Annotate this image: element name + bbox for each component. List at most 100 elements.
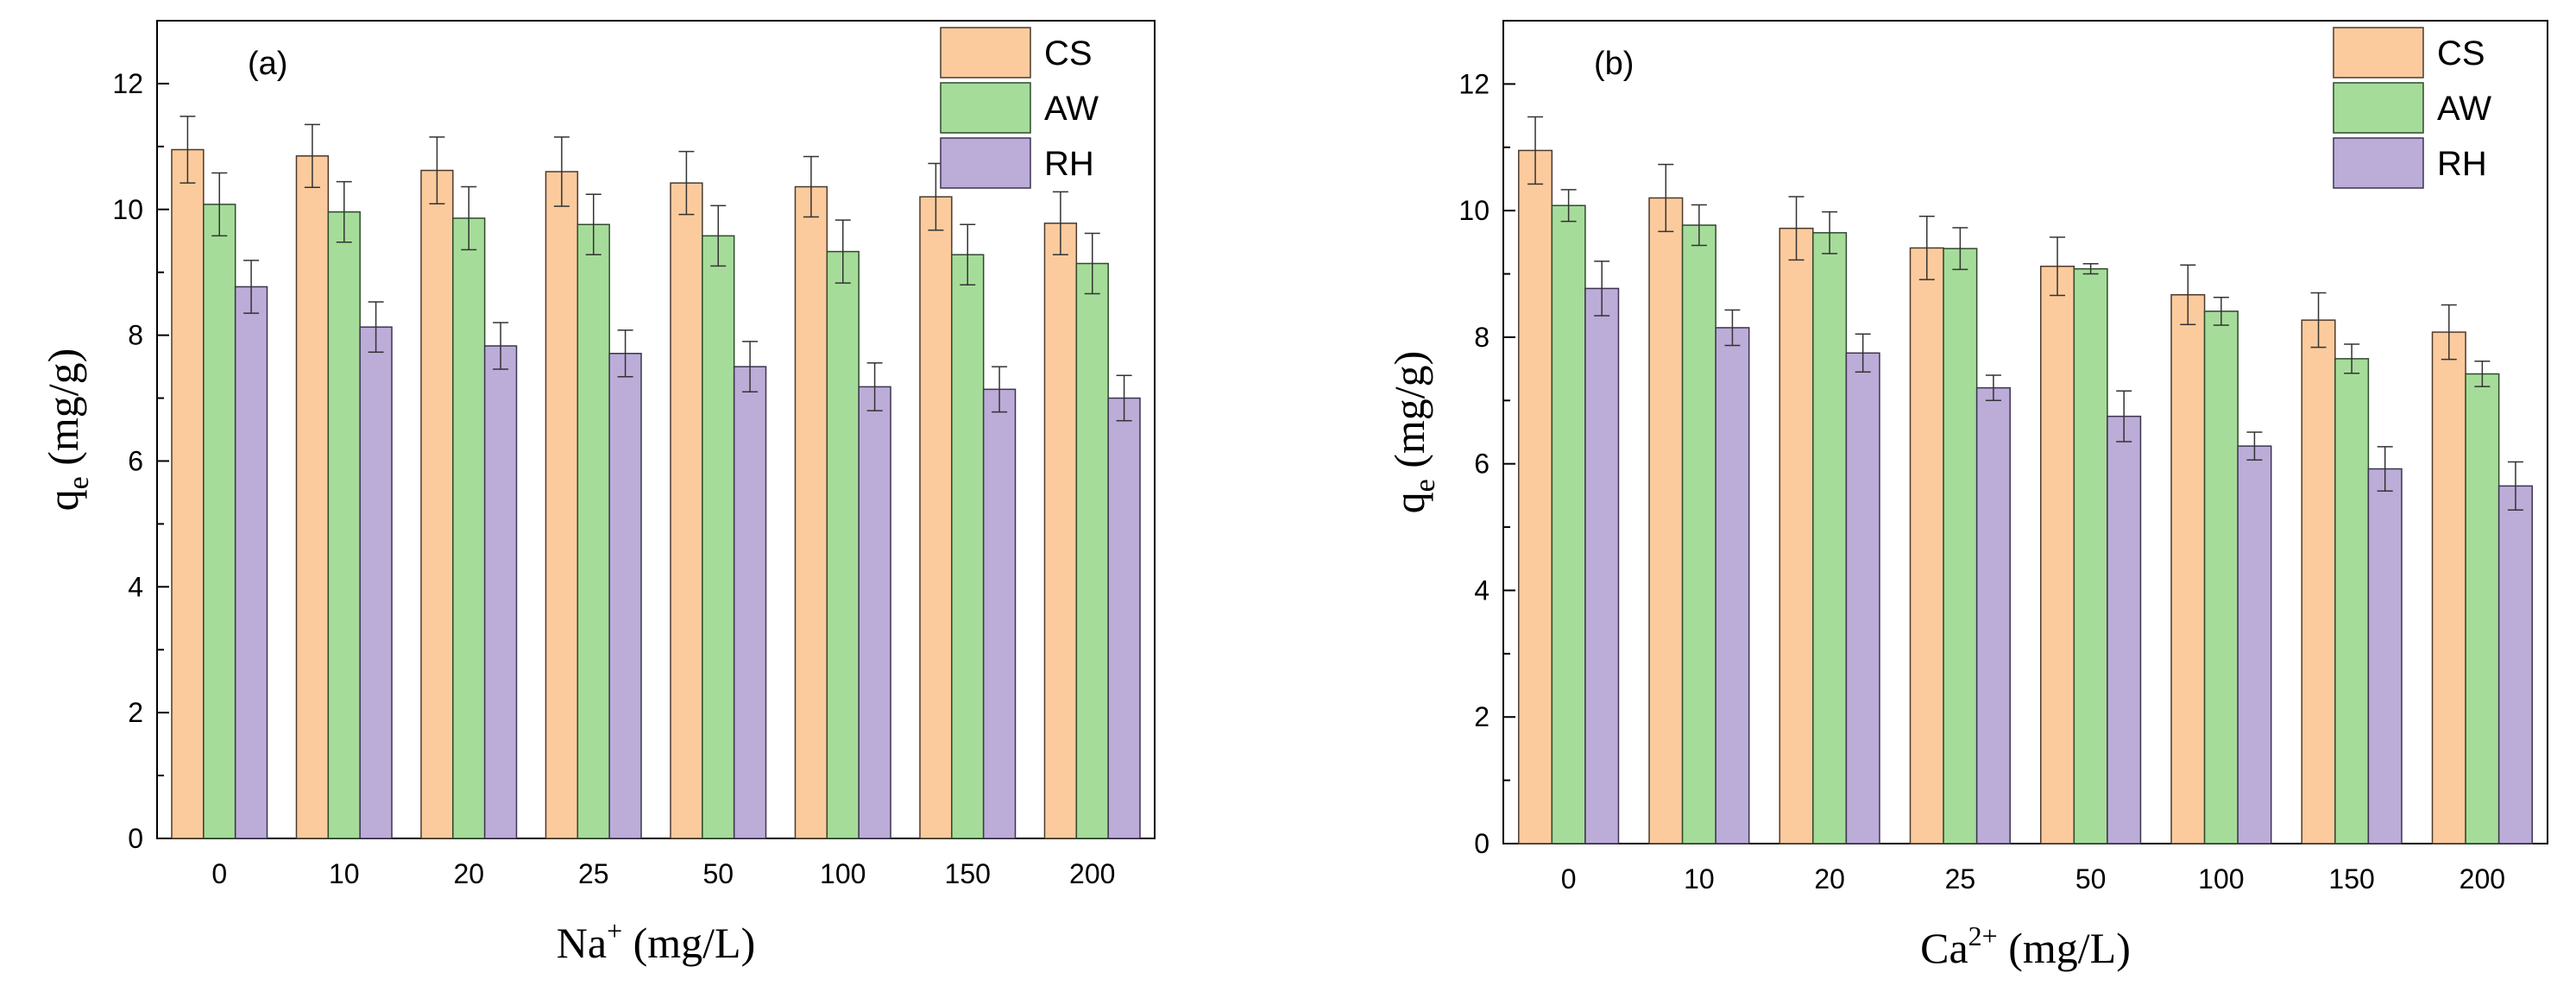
x-tick-label: 20 <box>453 858 484 889</box>
y-axis-title-main: q <box>1385 492 1433 513</box>
panel-label: (a) <box>248 46 287 82</box>
bar-aw <box>2203 311 2239 844</box>
bar-rh <box>858 386 891 839</box>
x-axis-title-unit: (mg/L) <box>622 919 755 967</box>
bar-aw <box>702 235 735 839</box>
x-tick-label: 25 <box>1945 863 1976 894</box>
plot-frame <box>156 20 1156 839</box>
bar-aw <box>1943 248 1978 844</box>
y-axis-title-sub: e <box>1409 479 1441 492</box>
bar-aw <box>1812 232 1848 844</box>
bar-rh <box>2237 445 2272 844</box>
bar-aw <box>2073 267 2108 844</box>
legend-label-cs: CS <box>1044 35 1093 72</box>
legend-swatch-cs <box>2333 27 2424 78</box>
bar-cs <box>1043 223 1078 839</box>
legend-swatch-aw <box>2333 82 2424 134</box>
legend-label-rh: RH <box>1044 145 1094 183</box>
x-tick-label: 0 <box>211 858 227 889</box>
legend-swatch-rh <box>940 137 1031 189</box>
plot-frame <box>1502 20 2548 844</box>
x-axis-title-main: Na <box>557 919 607 967</box>
bar-aw <box>951 254 985 839</box>
bar-aw <box>327 210 361 839</box>
bar-aw <box>1551 204 1586 844</box>
y-tick-label: 0 <box>128 823 143 854</box>
bar-rh <box>234 286 268 839</box>
bar-aw <box>826 250 860 839</box>
bar-cs <box>545 171 579 839</box>
legend: CS AW RH <box>2333 27 2491 189</box>
y-tick-label: 2 <box>1474 701 1490 732</box>
x-tick-label: 10 <box>1684 863 1715 894</box>
y-axis-title-main: q <box>39 489 87 511</box>
y-axis-title: qe (mg/g) <box>39 348 95 512</box>
bar-aw <box>1681 224 1716 844</box>
bar-aw <box>576 223 610 839</box>
bar-cs <box>794 185 828 839</box>
bar-aw <box>203 204 236 839</box>
x-tick-label: 50 <box>2075 863 2107 894</box>
y-tick-label: 4 <box>128 571 143 602</box>
y-axis-title-unit: (mg/g) <box>39 348 87 477</box>
legend-label-cs: CS <box>2437 35 2485 72</box>
y-tick-label: 10 <box>112 194 143 225</box>
y-tick-label: 8 <box>128 320 143 351</box>
bar-aw <box>1075 262 1109 839</box>
bar-cs <box>1779 227 1814 844</box>
bar-cs <box>2301 319 2336 844</box>
y-axis-title-sub: e <box>63 476 95 489</box>
bar-aw <box>2465 373 2500 844</box>
x-tick-label: 100 <box>2198 863 2244 894</box>
bar-rh <box>359 326 393 839</box>
bar-rh <box>1107 397 1141 839</box>
bar-rh <box>2497 485 2533 844</box>
y-tick-label: 12 <box>1458 68 1490 99</box>
y-tick-label: 6 <box>128 445 143 476</box>
legend-label-rh: RH <box>2437 145 2487 183</box>
x-tick-label: 200 <box>1069 858 1115 889</box>
y-tick-label: 12 <box>112 68 143 99</box>
bar-cs <box>2431 331 2466 844</box>
x-tick-label: 25 <box>578 858 609 889</box>
x-axis-title: Ca2+ (mg/L) <box>1920 920 2131 972</box>
bar-cs <box>2170 294 2206 844</box>
legend-swatch-aw <box>940 82 1031 134</box>
x-tick-label: 150 <box>2328 863 2374 894</box>
bar-cs <box>919 196 953 839</box>
bar-cs <box>171 148 205 839</box>
bar-rh <box>1584 287 1620 844</box>
x-tick-label: 0 <box>1561 863 1577 894</box>
bar-rh <box>608 353 642 839</box>
legend-label-aw: AW <box>1044 90 1099 128</box>
x-axis-title-sup: + <box>607 915 622 946</box>
x-tick-label: 100 <box>820 858 866 889</box>
legend-swatch-rh <box>2333 137 2424 189</box>
bar-cs <box>1518 149 1553 844</box>
bar-rh <box>1975 386 2011 844</box>
x-tick-label: 10 <box>329 858 360 889</box>
bar-rh <box>2367 468 2403 844</box>
legend: CS AW RH <box>940 27 1099 189</box>
bar-rh <box>483 345 518 839</box>
y-axis-title: qe (mg/g) <box>1385 351 1441 514</box>
bar-cs <box>1648 197 1684 844</box>
bar-aw <box>452 217 486 839</box>
x-tick-label: 200 <box>2459 863 2505 894</box>
y-tick-label: 0 <box>1474 828 1490 859</box>
x-tick-label: 50 <box>702 858 734 889</box>
y-axis-title-unit: (mg/g) <box>1385 351 1433 480</box>
legend-label-aw: AW <box>2437 90 2491 128</box>
bar-rh <box>1715 327 1750 844</box>
bar-cs <box>1909 247 1944 844</box>
bar-rh <box>1845 352 1880 844</box>
x-tick-label: 20 <box>1814 863 1845 894</box>
x-axis-title: Na+ (mg/L) <box>557 915 756 967</box>
panel-label: (b) <box>1594 46 1634 82</box>
x-axis-title-unit: (mg/L) <box>1998 924 2131 972</box>
y-tick-label: 6 <box>1474 449 1490 480</box>
bar-cs <box>670 182 703 839</box>
y-tick-label: 4 <box>1474 574 1490 606</box>
x-tick-label: 150 <box>945 858 991 889</box>
